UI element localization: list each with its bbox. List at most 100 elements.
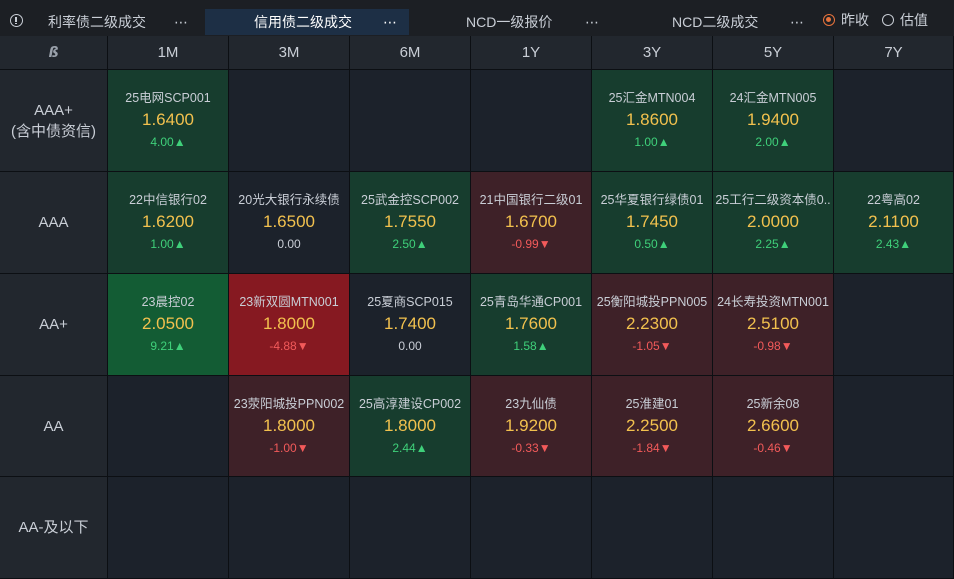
more-icon[interactable]: ⋯	[790, 14, 804, 30]
tab-ncd-primary-quotes[interactable]: NCD一级报价 ⋯	[430, 9, 610, 35]
column-header[interactable]: 5Y	[713, 36, 834, 70]
column-header[interactable]: 1Y	[471, 36, 592, 70]
row-header-label: AAA	[38, 214, 69, 231]
bond-yield: 1.8000	[263, 416, 315, 435]
empty-cell	[350, 477, 471, 579]
tab-label: 利率债二级成交	[48, 14, 146, 30]
column-header[interactable]: 6M	[350, 36, 471, 70]
empty-cell	[592, 477, 713, 579]
bond-cell[interactable]: 24长寿投资MTN001 2.5100 -0.98▼	[713, 274, 834, 376]
row-header-label: AAA+	[34, 101, 73, 119]
bond-name: 25华夏银行绿债01	[600, 193, 704, 207]
bond-cell[interactable]: 21中国银行二级01 1.6700 -0.99▼	[471, 172, 592, 274]
tab-credit-bond-trades[interactable]: 信用债二级成交 ⋯	[205, 9, 409, 35]
bond-change: -0.99▼	[511, 237, 551, 251]
column-header[interactable]: 3M	[229, 36, 350, 70]
bond-change: 2.50▲	[392, 237, 428, 251]
more-icon[interactable]: ⋯	[585, 14, 599, 30]
more-icon[interactable]: ⋯	[383, 14, 397, 30]
bond-cell[interactable]: 23荥阳城投PPN002 1.8000 -1.00▼	[229, 376, 350, 477]
bond-cell[interactable]: 25华夏银行绿债01 1.7450 0.50▲	[592, 172, 713, 274]
column-header[interactable]: 7Y	[834, 36, 954, 70]
bond-yield: 1.6500	[263, 212, 315, 231]
bond-cell[interactable]: 23晨控02 2.0500 9.21▲	[108, 274, 229, 376]
bond-change: -0.33▼	[511, 441, 551, 455]
column-header[interactable]: 1M	[108, 36, 229, 70]
bond-name: 25衡阳城投PPN005	[596, 295, 708, 309]
empty-cell	[471, 477, 592, 579]
empty-cell	[834, 376, 954, 477]
info-icon[interactable]	[10, 14, 23, 27]
row-header-label: AA	[43, 417, 64, 435]
bond-name: 25淮建01	[625, 397, 679, 411]
empty-cell	[713, 477, 834, 579]
bond-cell[interactable]: 22粤高02 2.1100 2.43▲	[834, 172, 954, 274]
bond-cell[interactable]: 23九仙债 1.9200 -0.33▼	[471, 376, 592, 477]
tab-label: 信用债二级成交	[254, 14, 352, 30]
bond-name: 22粤高02	[867, 193, 920, 207]
bond-change: 2.25▲	[755, 237, 791, 251]
bond-change: -0.46▼	[753, 441, 793, 455]
bond-yield: 1.8600	[626, 110, 678, 129]
bond-yield: 2.2500	[626, 416, 678, 435]
bond-cell[interactable]: 25夏商SCP015 1.7400 0.00	[350, 274, 471, 376]
radio-valuation[interactable]: 估值	[882, 11, 928, 29]
bond-cell[interactable]: 25衡阳城投PPN005 2.2300 -1.05▼	[592, 274, 713, 376]
bond-cell[interactable]: 25青岛华通CP001 1.7600 1.58▲	[471, 274, 592, 376]
bond-cell[interactable]: 20光大银行永续债 1.6500 0.00	[229, 172, 350, 274]
bond-name: 23荥阳城投PPN002	[233, 397, 345, 411]
bond-cell[interactable]: 25高淳建设CP002 1.8000 2.44▲	[350, 376, 471, 477]
bond-cell[interactable]: 25电网SCP001 1.6400 4.00▲	[108, 70, 229, 172]
bond-change: 1.58▲	[513, 339, 549, 353]
radio-label: 昨收	[841, 12, 869, 28]
row-header: AAA+ (含中债资信)	[0, 70, 108, 172]
bond-change: 4.00▲	[150, 135, 186, 149]
radio-prev-close[interactable]: 昨收	[823, 11, 869, 29]
bond-yield: 1.7600	[505, 314, 557, 333]
empty-cell	[229, 477, 350, 579]
empty-cell	[834, 477, 954, 579]
more-icon[interactable]: ⋯	[174, 14, 188, 30]
empty-cell	[108, 376, 229, 477]
bond-name: 21中国银行二级01	[479, 193, 583, 207]
bond-cell[interactable]: 22中信银行02 1.6200 1.00▲	[108, 172, 229, 274]
radio-checked-icon[interactable]	[823, 14, 835, 26]
bond-change: -1.84▼	[632, 441, 672, 455]
bond-name: 25夏商SCP015	[367, 295, 453, 309]
bond-change: -1.00▼	[269, 441, 309, 455]
corner-header: ß	[0, 36, 108, 70]
bond-cell[interactable]: 25工行二级资本债0.. 2.0000 2.25▲	[713, 172, 834, 274]
bond-yield: 1.6400	[142, 110, 194, 129]
row-header: AA+	[0, 274, 108, 376]
bond-yield: 2.6600	[747, 416, 799, 435]
column-header[interactable]: 3Y	[592, 36, 713, 70]
bond-change: 2.43▲	[875, 237, 912, 251]
row-header-label: AA-及以下	[18, 519, 89, 536]
empty-cell	[834, 70, 954, 172]
bond-name: 23新双圆MTN001	[239, 295, 339, 309]
bond-change: -1.05▼	[632, 339, 672, 353]
bond-cell[interactable]: 23新双圆MTN001 1.8000 -4.88▼	[229, 274, 350, 376]
empty-cell	[229, 70, 350, 172]
bond-name: 22中信银行02	[129, 193, 207, 207]
bond-cell[interactable]: 25淮建01 2.2500 -1.84▼	[592, 376, 713, 477]
empty-cell	[350, 70, 471, 172]
bond-cell[interactable]: 25新余08 2.6600 -0.46▼	[713, 376, 834, 477]
bond-name: 25青岛华通CP001	[479, 295, 583, 309]
bond-yield: 1.7450	[626, 212, 678, 231]
bond-yield: 1.9400	[747, 110, 799, 129]
tab-rate-bond-trades[interactable]: 利率债二级成交 ⋯	[33, 9, 201, 35]
bond-cell[interactable]: 25武金控SCP002 1.7550 2.50▲	[350, 172, 471, 274]
bond-change: 2.00▲	[755, 135, 791, 149]
bond-cell[interactable]: 25汇金MTN004 1.8600 1.00▲	[592, 70, 713, 172]
tab-ncd-secondary-trades[interactable]: NCD二级成交 ⋯	[630, 9, 810, 35]
radio-unchecked-icon[interactable]	[882, 14, 894, 26]
bond-change: 1.00▲	[150, 237, 186, 251]
bond-cell[interactable]: 24汇金MTN005 1.9400 2.00▲	[713, 70, 834, 172]
bond-yield: 1.7550	[384, 212, 436, 231]
tab-label: NCD一级报价	[466, 14, 553, 30]
bond-name: 23晨控02	[141, 295, 195, 309]
bond-yield: 1.6700	[505, 212, 557, 231]
bond-name: 25新余08	[746, 397, 800, 411]
bond-name: 23九仙债	[505, 397, 557, 411]
